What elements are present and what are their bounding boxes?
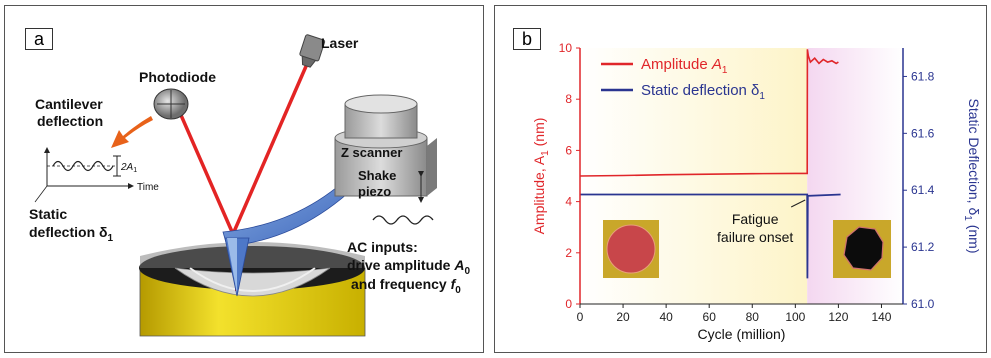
annotation-line-1: Fatigue	[732, 211, 779, 227]
z-scanner	[334, 94, 437, 197]
y-right-title-main: Static Deflection, δ	[966, 99, 982, 216]
cantilever	[222, 165, 369, 297]
series-static-deflection-line	[580, 193, 841, 279]
y-left-title-main: Amplitude, A	[531, 155, 547, 234]
annotation-pointer	[790, 199, 806, 208]
panel-b-tag: b	[513, 28, 541, 50]
y2-tick-label: 61.4	[911, 183, 935, 197]
panel-a: a	[4, 5, 484, 353]
ac-inputs-label: AC inputs:	[347, 239, 418, 255]
shake-piezo-label-2: piezo	[358, 184, 391, 199]
cantilever-deflection-label-2: deflection	[37, 113, 103, 129]
laser-label: Laser	[321, 35, 359, 51]
fatigue-chart: 0 20 40 60 80 100 120 140 0 2 4 6 8 10 61.0 61.2 61.4 61.…	[531, 41, 982, 342]
membrane-disk	[607, 225, 655, 273]
y2-tick-label: 61.0	[911, 297, 935, 311]
laser-icon	[299, 34, 326, 68]
panel-a-tag: a	[25, 28, 53, 50]
sample-substrate	[139, 242, 366, 337]
photodiode-label: Photodiode	[139, 69, 216, 85]
x-tick-label: 120	[828, 310, 848, 324]
x-tick-label: 60	[703, 310, 717, 324]
y-tick-label: 6	[565, 143, 572, 157]
failed-membrane-hole	[843, 226, 884, 271]
membrane-image-before-failure	[603, 220, 659, 278]
y-left-title-sub: 1	[540, 150, 551, 156]
x-tick-label: 40	[659, 310, 673, 324]
x-axis-title: Cycle (million)	[698, 326, 786, 342]
shake-piezo-label-1: Shake	[358, 168, 396, 183]
z-scanner-label: Z scanner	[341, 145, 402, 160]
y2-tick-label: 61.8	[911, 69, 935, 83]
time-axis-label: Time	[137, 182, 159, 193]
y-axis-right-title: Static Deflection, δ1 (nm)	[962, 99, 982, 254]
y-right-title-sub: 1	[962, 215, 973, 221]
panel-b: 0 20 40 60 80 100 120 140 0 2 4 6 8 10 61.0 61.2 61.4 61.…	[494, 5, 987, 353]
static-deflection-label-1: Static	[29, 206, 67, 222]
membrane-image-after-failure	[833, 220, 891, 278]
drive-amplitude-label: drive amplitude A0	[347, 257, 470, 277]
y2-tick-label: 61.6	[911, 126, 935, 140]
legend-amplitude-sub: 1	[722, 65, 728, 76]
legend-amplitude-label: Amplitude A1	[641, 56, 728, 76]
y2-tick-label: 61.2	[911, 240, 935, 254]
amplitude-2a1-label: 2A1	[120, 162, 137, 174]
y-right-title-unit: (nm)	[966, 221, 982, 254]
y-left-title-unit: (nm)	[531, 118, 547, 151]
afm-schematic: Z scanner Shake piezo AC inputs: drive a…	[29, 34, 470, 337]
annotation-line-2: failure onset	[717, 229, 793, 245]
deflection-time-plot	[34, 147, 134, 203]
x-tick-label: 140	[871, 310, 891, 324]
deflection-arrow-icon	[111, 116, 153, 148]
y-tick-label: 8	[565, 92, 572, 106]
membrane-edge	[606, 224, 656, 274]
laser-beam-incident	[231, 63, 309, 235]
series-amplitude-line	[579, 49, 839, 177]
y-axis-left-title: Amplitude, A1 (nm)	[531, 118, 551, 235]
y-tick-label: 2	[565, 246, 572, 260]
y-tick-label: 0	[565, 297, 572, 311]
legend-amplitude-prefix: Amplitude	[641, 56, 712, 73]
cantilever-deflection-label-1: Cantilever	[35, 96, 103, 112]
y-tick-label: 10	[559, 41, 573, 55]
legend-amplitude-var: A	[711, 56, 722, 73]
static-deflection-label-2: deflection δ1	[29, 224, 114, 244]
x-tick-label: 80	[746, 310, 760, 324]
x-tick-label: 20	[616, 310, 630, 324]
legend-static-label: Static deflection δ1	[641, 82, 765, 102]
legend-static-prefix: Static deflection δ	[641, 82, 759, 99]
x-tick-label: 0	[577, 310, 584, 324]
y-tick-label: 4	[565, 195, 572, 209]
photodiode-icon	[153, 88, 189, 120]
x-tick-label: 100	[785, 310, 805, 324]
legend-static-sub: 1	[759, 91, 765, 102]
laser-beam-reflected	[175, 105, 235, 235]
frequency-label: and frequency f0	[351, 276, 461, 296]
ac-wave-icon	[372, 215, 434, 225]
